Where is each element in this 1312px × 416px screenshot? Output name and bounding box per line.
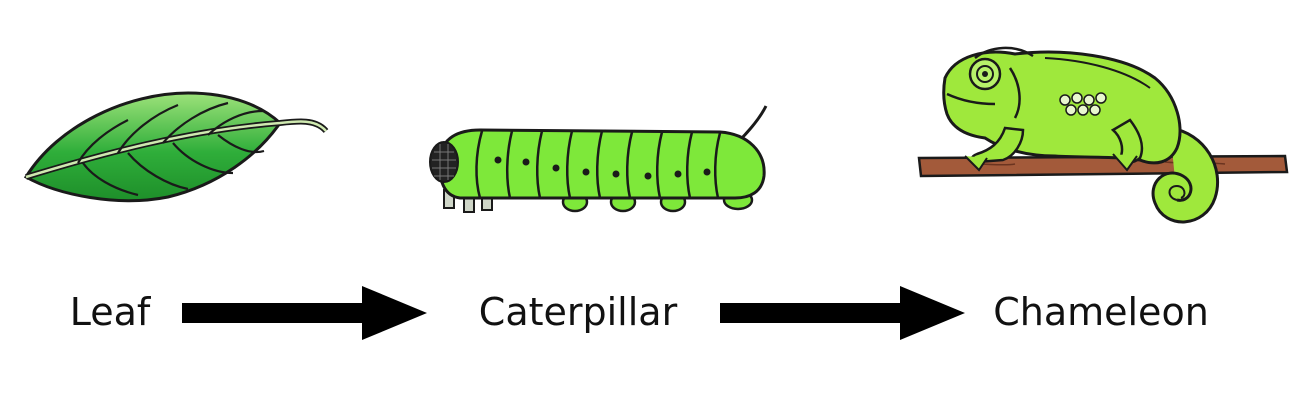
right-arrow-icon (182, 286, 427, 340)
organism-label-chameleon: Chameleon (993, 290, 1209, 334)
leaf-icon (23, 91, 329, 203)
organism-label-leaf: Leaf (69, 290, 151, 334)
chameleon-icon (917, 46, 1289, 224)
caterpillar-icon (429, 105, 768, 213)
organism-label-caterpillar: Caterpillar (478, 290, 678, 334)
right-arrow-icon (720, 286, 965, 340)
